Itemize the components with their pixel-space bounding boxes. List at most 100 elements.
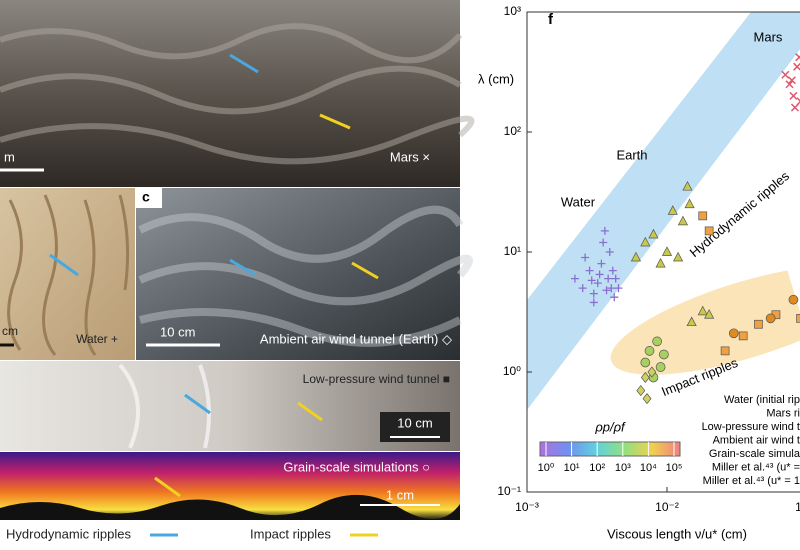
point (610, 293, 619, 302)
legend-entry: Water (initial rip (724, 394, 800, 406)
point (599, 238, 608, 247)
point (796, 313, 800, 323)
panel-letter: c (142, 189, 150, 205)
point (684, 198, 695, 209)
point (781, 70, 790, 79)
point (600, 226, 609, 235)
point (673, 251, 684, 262)
point (614, 284, 623, 293)
panel-label: Mars × (390, 149, 430, 164)
point (605, 248, 614, 256)
arrow-legend: Hydrodynamic ripples Impact ripples (6, 526, 378, 541)
scale-label: 10 cm (397, 415, 432, 430)
point (589, 289, 598, 298)
scale-label: m (4, 149, 15, 164)
point (788, 294, 799, 305)
point (682, 180, 693, 191)
panel-label: Grain-scale simulations ○ (283, 459, 430, 474)
colorbar-tick-label: 10¹ (564, 462, 580, 474)
point (608, 266, 617, 275)
point (704, 226, 714, 236)
point (640, 371, 650, 384)
colorbar-tick-label: 10⁵ (666, 462, 683, 474)
point (796, 97, 800, 106)
point (604, 274, 613, 283)
annotation: Earth (616, 147, 647, 162)
point (795, 53, 800, 62)
markers (570, 53, 800, 405)
y-tick-label: 10⁻¹ (497, 484, 521, 498)
point (636, 385, 646, 397)
point (644, 346, 655, 356)
panel-a: m Mars × (0, 0, 475, 187)
legend-entry: Miller et al.⁴³ (u* = (712, 461, 800, 473)
y-axis-label: λ (cm) (478, 71, 514, 86)
point (667, 205, 678, 215)
colorbar-title: ρp/ρf (594, 419, 626, 434)
point (648, 228, 659, 239)
point (595, 270, 604, 279)
point (602, 286, 611, 295)
point (754, 319, 763, 329)
point (652, 336, 662, 347)
point (597, 259, 606, 268)
point (578, 284, 587, 293)
y-tick-label: 10³ (504, 4, 521, 18)
point (677, 215, 689, 226)
scale-label: cm (2, 324, 18, 338)
point (647, 366, 657, 378)
point (593, 279, 602, 288)
colorbar-tick-label: 10² (589, 462, 605, 474)
point (640, 236, 651, 247)
panel-c: c 10 cm Ambient air wind tunnel (Earth) … (136, 188, 473, 360)
legend-text: Impact ripples (250, 526, 331, 541)
point (720, 346, 730, 356)
colorbar-tick-label: 10⁰ (538, 462, 555, 474)
point (738, 331, 748, 341)
y-tick-label: 10² (504, 124, 521, 138)
point (587, 276, 596, 285)
panel-label: Low-pressure wind tunnel ■ (303, 372, 450, 386)
legend-entry: Mars ri (766, 407, 800, 419)
point (642, 393, 652, 405)
colorbar (539, 441, 681, 457)
y-tick-label: 10¹ (504, 244, 521, 258)
colorbar-tick-label: 10⁴ (640, 462, 657, 474)
x-tick-label: 10⁻³ (515, 500, 539, 514)
y-tick-label: 10⁰ (503, 364, 521, 378)
x-tick-label: 10⁻¹ (795, 500, 800, 514)
chart: f λ (cm) Viscous length ν/u* (cm) 10⁻³ 10… (478, 4, 800, 541)
point (611, 274, 620, 283)
point (704, 308, 715, 319)
point (581, 253, 590, 262)
point (698, 211, 708, 221)
point (655, 362, 666, 372)
point (697, 305, 708, 316)
point (793, 62, 800, 71)
legend-entry: Low-pressure wind t (702, 421, 800, 433)
panel-b: cm Water + (0, 188, 135, 360)
point (630, 251, 642, 262)
point (640, 357, 651, 368)
panel-d: 10 cm Low-pressure wind tunnel ■ (0, 361, 460, 451)
annotation: Mars (754, 29, 783, 44)
legend-entry: Ambient air wind t (713, 434, 800, 446)
point (790, 103, 799, 112)
x-tick-label: 10⁻² (655, 500, 679, 514)
panel-letter: f (548, 11, 554, 28)
x-axis-label: Viscous length ν/u* (cm) (607, 526, 747, 541)
legend-entry: Miller et al.⁴³ (u* = 1 (703, 475, 800, 487)
point (589, 298, 598, 307)
point (659, 349, 669, 360)
legend-text: Hydrodynamic ripples (6, 526, 131, 541)
point (785, 80, 794, 89)
legend-entry: Grain-scale simula (709, 448, 800, 460)
point (655, 257, 666, 268)
scale-label: 1 cm (386, 487, 414, 502)
panel-e: 1 cm Grain-scale simulations ○ (0, 452, 460, 520)
point (728, 328, 739, 339)
scale-label: 10 cm (160, 324, 195, 339)
colorbar-tick-label: 10³ (615, 462, 631, 474)
point (661, 246, 673, 256)
